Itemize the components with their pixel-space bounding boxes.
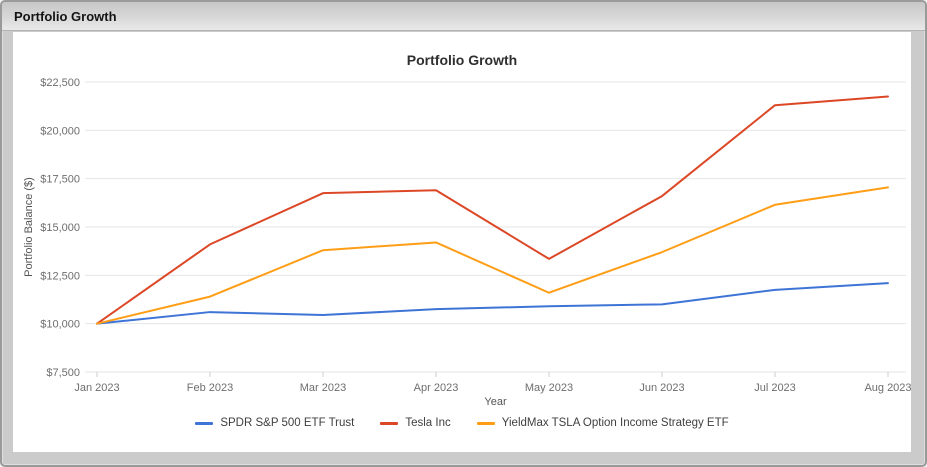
window-title: Portfolio Growth <box>14 8 117 24</box>
legend-dash-icon <box>380 421 399 425</box>
series-line-1[interactable] <box>96 95 889 325</box>
x-tick-label: Apr 2023 <box>414 382 459 394</box>
legend-label: YieldMax TSLA Option Income Strategy ETF <box>501 417 729 429</box>
legend-label: SPDR S&P 500 ETF Trust <box>220 417 355 429</box>
y-tick-label: $22,500 <box>40 77 80 89</box>
y-tick-label: $10,000 <box>40 319 80 331</box>
legend-dash-icon <box>476 421 495 425</box>
chart-legend: SPDR S&P 500 ETF Trust Tesla Inc YieldMax … <box>13 414 911 432</box>
chart-panel: $7,500 $10,000 $12,500 $15,000 $17,500 $20,00… <box>13 32 911 452</box>
x-tick-label: Aug 2023 <box>864 382 911 394</box>
x-tick-label: Feb 2023 <box>187 382 233 394</box>
y-tick-label: $7,500 <box>46 367 80 379</box>
y-axis-title: Portfolio Balance ($) <box>23 177 35 277</box>
legend-item-2[interactable]: YieldMax TSLA Option Income Strategy ETF <box>476 417 729 429</box>
x-tick-label: Jun 2023 <box>639 382 684 394</box>
line-chart[interactable]: $7,500 $10,000 $12,500 $15,000 $17,500 $20,00… <box>13 32 911 452</box>
y-tick-label: $12,500 <box>40 270 80 282</box>
legend-item-1[interactable]: Tesla Inc <box>380 417 451 429</box>
legend-item-0[interactable]: SPDR S&P 500 ETF Trust <box>195 417 354 429</box>
y-tick-label: $20,000 <box>40 125 80 137</box>
legend-dash-icon <box>195 421 214 425</box>
x-tick-label: Jan 2023 <box>74 382 119 394</box>
legend-label: Tesla Inc <box>405 417 451 429</box>
x-axis-title: Year <box>484 396 507 408</box>
x-tick-label: Jul 2023 <box>754 382 796 394</box>
x-tick-label: May 2023 <box>525 382 573 394</box>
y-tick-label: $15,000 <box>40 222 80 234</box>
series-line-2[interactable] <box>96 186 889 325</box>
window-titlebar[interactable]: Portfolio Growth <box>2 2 925 31</box>
chart-title: Portfolio Growth <box>406 52 518 68</box>
y-tick-label: $17,500 <box>40 174 80 186</box>
series-line-0[interactable] <box>96 282 889 325</box>
x-tick-label: Mar 2023 <box>300 382 346 394</box>
